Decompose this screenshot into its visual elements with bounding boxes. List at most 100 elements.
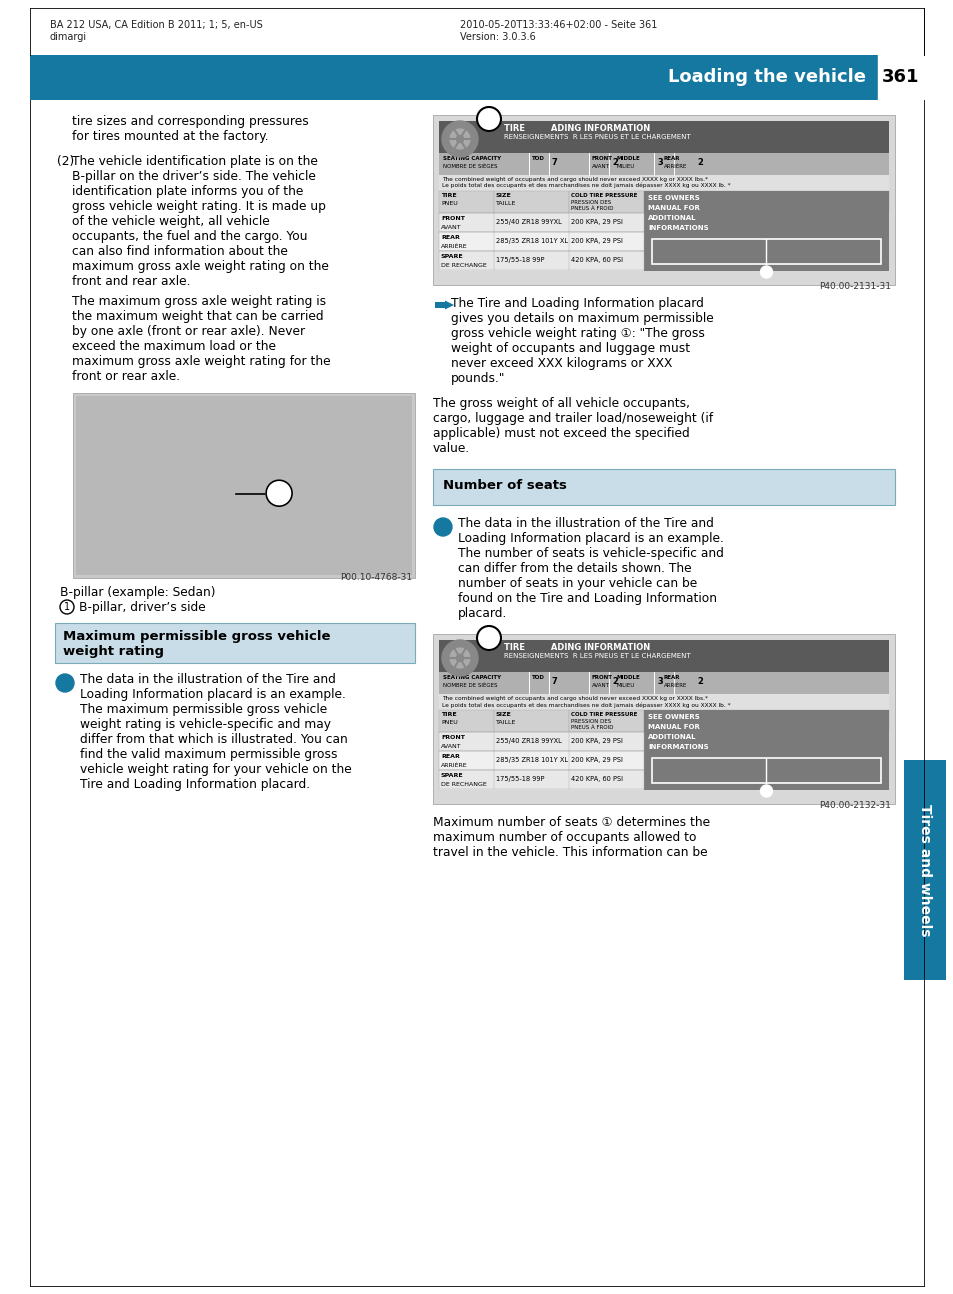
Text: The maximum permissible gross vehicle: The maximum permissible gross vehicle — [80, 703, 327, 716]
Text: 1: 1 — [483, 630, 494, 646]
Bar — [877, 56, 923, 100]
Bar — [438, 751, 643, 770]
Text: 3: 3 — [657, 677, 662, 686]
Text: 175/55-18 99P: 175/55-18 99P — [496, 776, 544, 782]
Text: 1: 1 — [483, 111, 494, 127]
Text: weight rating is vehicle-specific and may: weight rating is vehicle-specific and ma… — [80, 718, 331, 731]
Circle shape — [456, 655, 463, 661]
Text: REAR: REAR — [440, 754, 459, 760]
Text: weight rating: weight rating — [63, 644, 164, 659]
Text: differ from that which is illustrated. You can: differ from that which is illustrated. Y… — [80, 732, 348, 747]
Text: applicable) must not exceed the specified: applicable) must not exceed the specifie… — [433, 427, 689, 440]
Text: placard.: placard. — [457, 607, 507, 620]
Text: MIDDLE: MIDDLE — [617, 675, 640, 681]
Text: The vehicle identification plate is on the: The vehicle identification plate is on t… — [71, 155, 317, 168]
Bar — [433, 634, 894, 804]
Text: PNEU: PNEU — [440, 719, 457, 725]
Circle shape — [476, 107, 500, 131]
Text: 285/35 ZR18 101Y XL: 285/35 ZR18 101Y XL — [496, 238, 567, 245]
Bar — [494, 192, 568, 214]
Text: The combined weight of occupants and cargo should never exceed XXXX kg or XXXX l: The combined weight of occupants and car… — [441, 177, 707, 182]
Text: BA 212 USA, CA Edition B 2011; 1; 5, en-US: BA 212 USA, CA Edition B 2011; 1; 5, en-… — [50, 19, 262, 30]
Text: TOD: TOD — [532, 157, 544, 160]
Text: REAR: REAR — [663, 157, 679, 160]
Text: The maximum gross axle weight rating is: The maximum gross axle weight rating is — [71, 295, 326, 308]
Text: MANUAL FOR: MANUAL FOR — [647, 204, 700, 211]
Bar — [55, 622, 415, 663]
Text: 361: 361 — [882, 69, 919, 87]
Text: Number of seats: Number of seats — [442, 479, 566, 492]
Text: SEATING CAPACITY: SEATING CAPACITY — [442, 157, 500, 160]
Text: SEE OWNERS: SEE OWNERS — [647, 195, 699, 201]
Text: i: i — [440, 520, 445, 533]
Bar — [438, 153, 888, 175]
Text: B-pillar (example: Sedan): B-pillar (example: Sedan) — [60, 586, 215, 599]
Bar — [643, 710, 888, 732]
Text: 200 KPA, 29 PSI: 200 KPA, 29 PSI — [571, 238, 622, 245]
Bar — [438, 192, 494, 214]
Text: The Tire and Loading Information placard: The Tire and Loading Information placard — [451, 298, 703, 311]
Text: MANUAL FOR: MANUAL FOR — [647, 725, 700, 730]
Text: SEE OWNERS: SEE OWNERS — [647, 714, 699, 719]
Text: RENSEIGNEMENTS  R LES PNEUS ET LE CHARGEMENT: RENSEIGNEMENTS R LES PNEUS ET LE CHARGEM… — [503, 135, 690, 140]
Text: 420 KPA, 60 PSI: 420 KPA, 60 PSI — [571, 776, 622, 782]
Circle shape — [456, 136, 463, 142]
Text: The gross weight of all vehicle occupants,: The gross weight of all vehicle occupant… — [433, 397, 689, 410]
Bar — [438, 122, 888, 153]
Text: ARRIÈRE: ARRIÈRE — [663, 683, 687, 688]
Circle shape — [434, 518, 452, 536]
Text: of the vehicle weight, all vehicle: of the vehicle weight, all vehicle — [71, 215, 270, 228]
Bar — [438, 672, 888, 694]
Text: Loading the vehicle: Loading the vehicle — [667, 69, 865, 87]
Text: SIZE: SIZE — [496, 193, 511, 198]
Text: MILIEU: MILIEU — [617, 683, 635, 688]
Bar — [30, 56, 877, 100]
Text: gross vehicle weight rating ①: "The gross: gross vehicle weight rating ①: "The gros… — [451, 327, 704, 340]
Text: number of seats in your vehicle can be: number of seats in your vehicle can be — [457, 577, 697, 590]
Bar — [438, 251, 643, 270]
Text: weight of occupants and luggage must: weight of occupants and luggage must — [451, 342, 689, 355]
Bar — [438, 641, 888, 672]
Text: PNEU: PNEU — [440, 201, 457, 206]
Text: 7: 7 — [552, 677, 558, 686]
Text: AVANT: AVANT — [440, 744, 461, 749]
Text: 420 KPA, 60 PSI: 420 KPA, 60 PSI — [571, 258, 622, 263]
Bar — [643, 192, 888, 214]
Text: AVANT: AVANT — [592, 683, 609, 688]
Bar — [568, 710, 643, 732]
Text: TAILLE: TAILLE — [496, 719, 516, 725]
Text: 255/40 ZR18 99YXL: 255/40 ZR18 99YXL — [496, 738, 561, 744]
Circle shape — [450, 129, 470, 149]
Text: Version: 3.0.3.6: Version: 3.0.3.6 — [459, 32, 536, 41]
FancyArrow shape — [435, 300, 454, 309]
Text: Loading Information placard is an example.: Loading Information placard is an exampl… — [80, 688, 346, 701]
Text: 2010-05-20T13:33:46+02:00 - Seite 361: 2010-05-20T13:33:46+02:00 - Seite 361 — [459, 19, 657, 30]
Text: never exceed XXX kilograms or XXX: never exceed XXX kilograms or XXX — [451, 357, 672, 370]
Text: TIRE         ADING INFORMATION: TIRE ADING INFORMATION — [503, 643, 650, 652]
Text: FRONT: FRONT — [440, 735, 464, 740]
Text: FRONT: FRONT — [592, 157, 613, 160]
Text: 2: 2 — [612, 677, 618, 686]
Bar — [438, 710, 888, 791]
Bar — [73, 393, 415, 578]
Text: ARRIÈRE: ARRIÈRE — [440, 763, 467, 769]
Text: DE RECHANGE: DE RECHANGE — [440, 263, 486, 268]
Text: SPARE: SPARE — [440, 254, 463, 259]
Text: TAILLE: TAILLE — [496, 201, 516, 206]
Text: INFORMATIONS: INFORMATIONS — [647, 744, 708, 751]
Text: 255/40 ZR18 99YXL: 255/40 ZR18 99YXL — [496, 219, 561, 225]
Text: travel in the vehicle. This information can be: travel in the vehicle. This information … — [433, 846, 707, 859]
Text: SEATING CAPACITY: SEATING CAPACITY — [442, 675, 500, 681]
Bar — [438, 770, 643, 789]
Text: cargo, luggage and trailer load/noseweight (if: cargo, luggage and trailer load/noseweig… — [433, 411, 713, 424]
Text: Maximum permissible gross vehicle: Maximum permissible gross vehicle — [63, 630, 330, 643]
Text: Le poids total des occupants et des marchandises ne doit jamais dépasser XXXX kg: Le poids total des occupants et des marc… — [441, 182, 730, 189]
Text: tire sizes and corresponding pressures: tire sizes and corresponding pressures — [71, 115, 309, 128]
Circle shape — [441, 641, 477, 675]
Circle shape — [760, 785, 772, 797]
Text: 200 KPA, 29 PSI: 200 KPA, 29 PSI — [571, 219, 622, 225]
Text: Tire and Loading Information placard.: Tire and Loading Information placard. — [80, 778, 310, 791]
Text: PNEUS À FROID: PNEUS À FROID — [571, 725, 613, 730]
Text: vehicle weight rating for your vehicle on the: vehicle weight rating for your vehicle o… — [80, 763, 352, 776]
Text: PRESSION DES: PRESSION DES — [571, 201, 611, 204]
